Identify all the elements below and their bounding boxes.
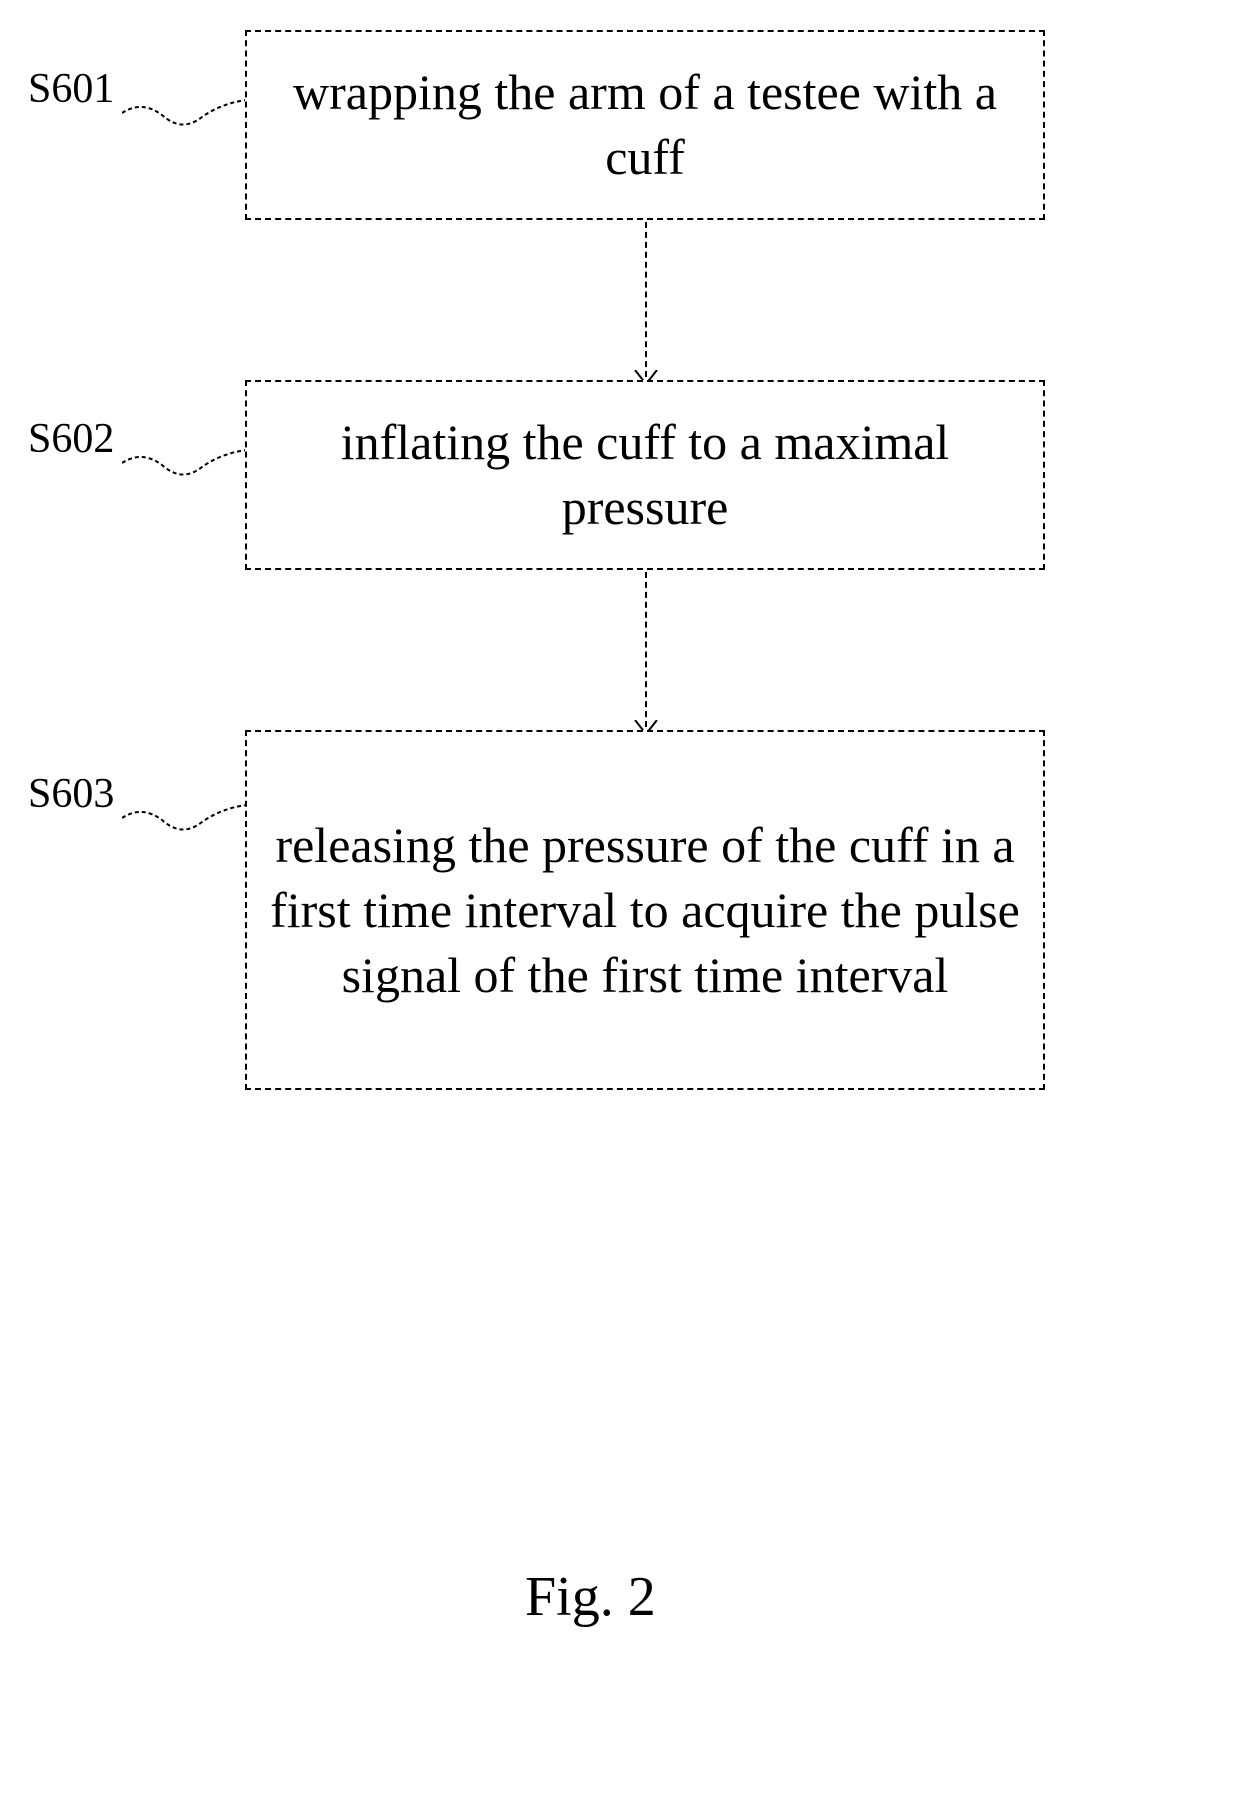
figure-label: Fig. 2 — [525, 1565, 656, 1629]
step-box-s603: releasing the pressure of the cuff in a … — [245, 730, 1045, 1090]
wavy-connector-s602 — [122, 445, 252, 495]
step-box-s602: inflating the cuff to a maximal pressure — [245, 380, 1045, 570]
step-text-s602: inflating the cuff to a maximal pressure — [267, 410, 1023, 540]
step-label-s602: S602 — [28, 415, 114, 463]
arrow-s602-s603 — [645, 572, 647, 727]
step-label-s601: S601 — [28, 65, 114, 113]
step-box-s601: wrapping the arm of a testee with a cuff — [245, 30, 1045, 220]
arrow-s601-s602 — [645, 222, 647, 377]
step-text-s601: wrapping the arm of a testee with a cuff — [267, 60, 1023, 190]
step-text-s603: releasing the pressure of the cuff in a … — [267, 813, 1023, 1008]
wavy-connector-s601 — [122, 95, 252, 145]
step-label-s603: S603 — [28, 770, 114, 818]
flowchart-container: S601 wrapping the arm of a testee with a… — [0, 0, 1240, 1805]
wavy-connector-s603 — [122, 800, 252, 850]
